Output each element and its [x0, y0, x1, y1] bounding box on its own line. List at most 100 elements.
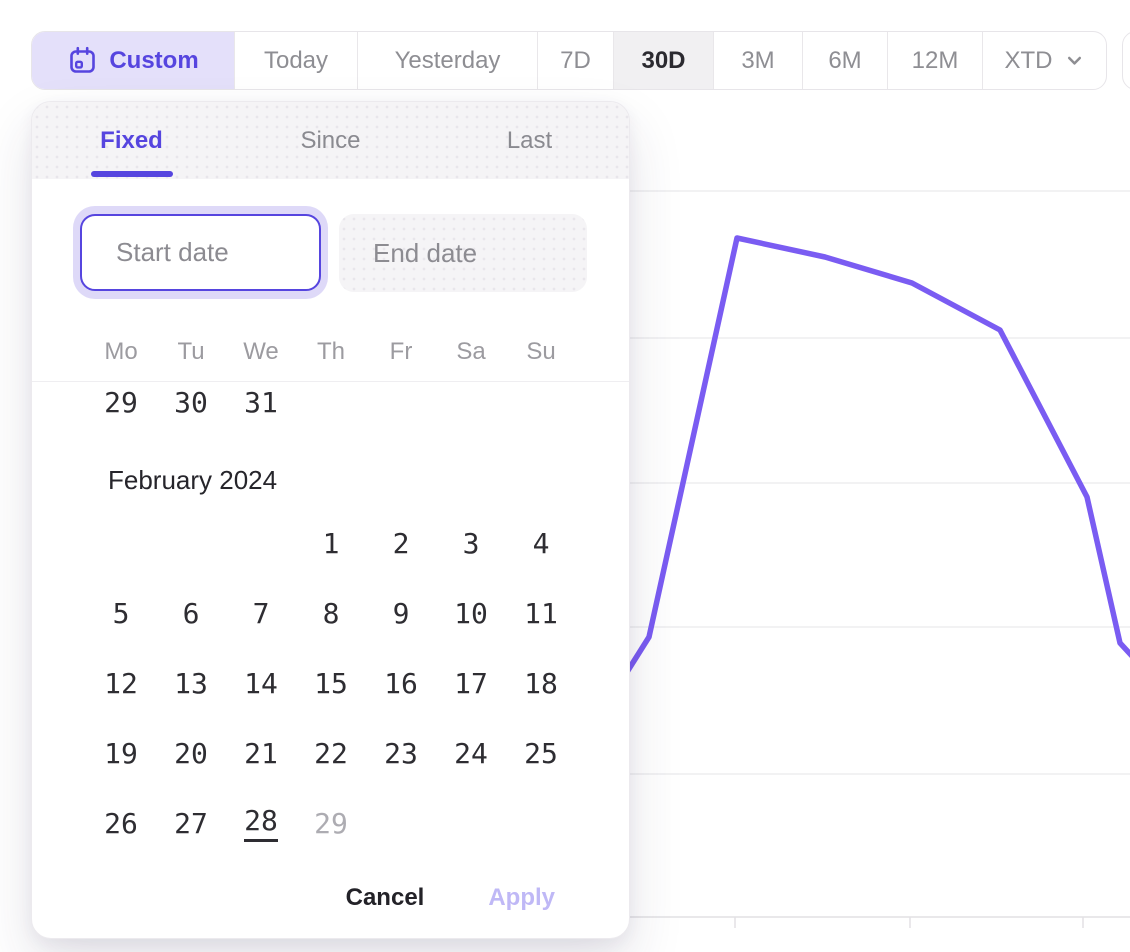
chevron-down-icon: [1067, 56, 1081, 65]
calendar-day-2[interactable]: 2: [366, 508, 436, 578]
calendar-day-8[interactable]: 8: [296, 578, 366, 648]
calendar-day-20[interactable]: 20: [156, 718, 226, 788]
cancel-button[interactable]: Cancel: [345, 884, 425, 911]
calendar-day-number: 29: [314, 806, 348, 840]
tab-last[interactable]: Last: [430, 102, 629, 179]
range-segment-label: XTD: [1004, 46, 1053, 74]
calendar-day-number: 12: [104, 666, 138, 700]
calendar-day-number: 29: [104, 385, 138, 419]
calendar-day-6[interactable]: 6: [156, 578, 226, 648]
calendar-day-15[interactable]: 15: [296, 648, 366, 718]
calendar-day-number: 18: [524, 666, 558, 700]
calendar-day-number: 25: [524, 736, 558, 770]
range-segment-label: Yesterday: [394, 46, 501, 74]
calendar-day-number: 26: [104, 806, 138, 840]
calendar-day-26[interactable]: 26: [86, 788, 156, 858]
calendar-day-empty: [156, 508, 226, 578]
calendar-day-21[interactable]: 21: [226, 718, 296, 788]
range-segment-label: 12M: [911, 46, 959, 74]
calendar-day-5[interactable]: 5: [86, 578, 156, 648]
calendar-day-empty: [226, 508, 296, 578]
weekday-label-sa: Sa: [456, 338, 486, 365]
calendar-header-divider: [32, 381, 629, 382]
apply-button[interactable]: Apply: [488, 884, 555, 911]
calendar-day-number: 2: [392, 526, 410, 560]
calendar-day-empty: [506, 382, 576, 422]
calendar-day-empty: [436, 382, 506, 422]
calendar-day-number: 10: [454, 596, 488, 630]
weekday-label-th: Th: [316, 338, 345, 365]
range-segment-3m[interactable]: 3M: [713, 32, 802, 89]
calendar-day-23[interactable]: 23: [366, 718, 436, 788]
calendar-day-13[interactable]: 13: [156, 648, 226, 718]
calendar-day-18[interactable]: 18: [506, 648, 576, 718]
calendar-day-number: 5: [112, 596, 130, 630]
month-label: February 2024: [108, 465, 278, 495]
tab-label: Fixed: [100, 126, 163, 154]
calendar-day-number: 14: [244, 666, 278, 700]
start-date-input[interactable]: [80, 214, 321, 291]
calendar-day-16[interactable]: 16: [366, 648, 436, 718]
calendar-day-17[interactable]: 17: [436, 648, 506, 718]
end-date-input[interactable]: [339, 214, 587, 292]
calendar-day-27[interactable]: 27: [156, 788, 226, 858]
calendar-day-number: 23: [384, 736, 418, 770]
calendar-day-10[interactable]: 10: [436, 578, 506, 648]
tab-fixed[interactable]: Fixed: [32, 102, 231, 179]
calendar-day-28[interactable]: 28: [226, 788, 296, 858]
tab-since[interactable]: Since: [231, 102, 430, 179]
calendar-day-number: 4: [532, 526, 550, 560]
range-segment-label: Today: [263, 46, 329, 74]
calendar-day-30[interactable]: 30: [156, 382, 226, 422]
tab-label: Since: [300, 126, 361, 154]
calendar-day-22[interactable]: 22: [296, 718, 366, 788]
range-segment-7d[interactable]: 7D: [537, 32, 613, 89]
date-picker-tabs: Fixed Since Last: [32, 102, 629, 179]
calendar-day-number: 19: [104, 736, 138, 770]
calendar-day-empty: [366, 382, 436, 422]
calendar-day-25[interactable]: 25: [506, 718, 576, 788]
calendar-day-24[interactable]: 24: [436, 718, 506, 788]
calendar-day-7[interactable]: 7: [226, 578, 296, 648]
calendar-grid: 1 2 3 4 5 6 7 8 9 10 11 12 13 14 15 16 17 18 19 20 21 22 23 24 2…: [86, 508, 576, 858]
calendar-day-number: 21: [244, 736, 278, 770]
calendar-day-19[interactable]: 19: [86, 718, 156, 788]
calendar-day-29[interactable]: 29: [86, 382, 156, 422]
calendar-day-number: 13: [174, 666, 208, 700]
calendar-day-number: 17: [454, 666, 488, 700]
range-segment-yesterday[interactable]: Yesterday: [357, 32, 537, 89]
calendar-day-number: 28: [244, 804, 278, 842]
weekday-header-row: Mo Tu We Th Fr Sa Su: [86, 330, 576, 374]
calendar-day-number: 3: [462, 526, 480, 560]
calendar-day-31[interactable]: 31: [226, 382, 296, 422]
calendar-day-3[interactable]: 3: [436, 508, 506, 578]
toolbar-adjacent-button[interactable]: [1122, 31, 1130, 90]
range-segment-label: 30D: [641, 46, 686, 74]
active-tab-underline: [90, 171, 173, 177]
calendar-day-number: 16: [384, 666, 418, 700]
range-segment-30d[interactable]: 30D: [613, 32, 713, 89]
date-range-toolbar: Custom Today Yesterday 7D 30D 3M 6M 12M XTD: [31, 31, 1107, 90]
calendar-day-9[interactable]: 9: [366, 578, 436, 648]
range-segment-12m[interactable]: 12M: [887, 32, 982, 89]
calendar-day-number: 22: [314, 736, 348, 770]
calendar-day-number: 30: [174, 385, 208, 419]
calendar-day-11[interactable]: 11: [506, 578, 576, 648]
calendar-day-number: 1: [322, 526, 340, 560]
calendar-day-12[interactable]: 12: [86, 648, 156, 718]
weekday-label-we: We: [243, 338, 279, 365]
calendar-day-number: 15: [314, 666, 348, 700]
date-picker-footer: Cancel Apply: [32, 868, 629, 928]
calendar-day-number: 9: [392, 596, 410, 630]
calendar-day-14[interactable]: 14: [226, 648, 296, 718]
range-segment-custom[interactable]: Custom: [32, 32, 234, 89]
range-segment-label: 6M: [828, 46, 862, 74]
calendar-day-4[interactable]: 4: [506, 508, 576, 578]
calendar-day-1[interactable]: 1: [296, 508, 366, 578]
range-segment-6m[interactable]: 6M: [802, 32, 887, 89]
range-segment-today[interactable]: Today: [234, 32, 357, 89]
range-segment-xtd[interactable]: XTD: [982, 32, 1106, 89]
